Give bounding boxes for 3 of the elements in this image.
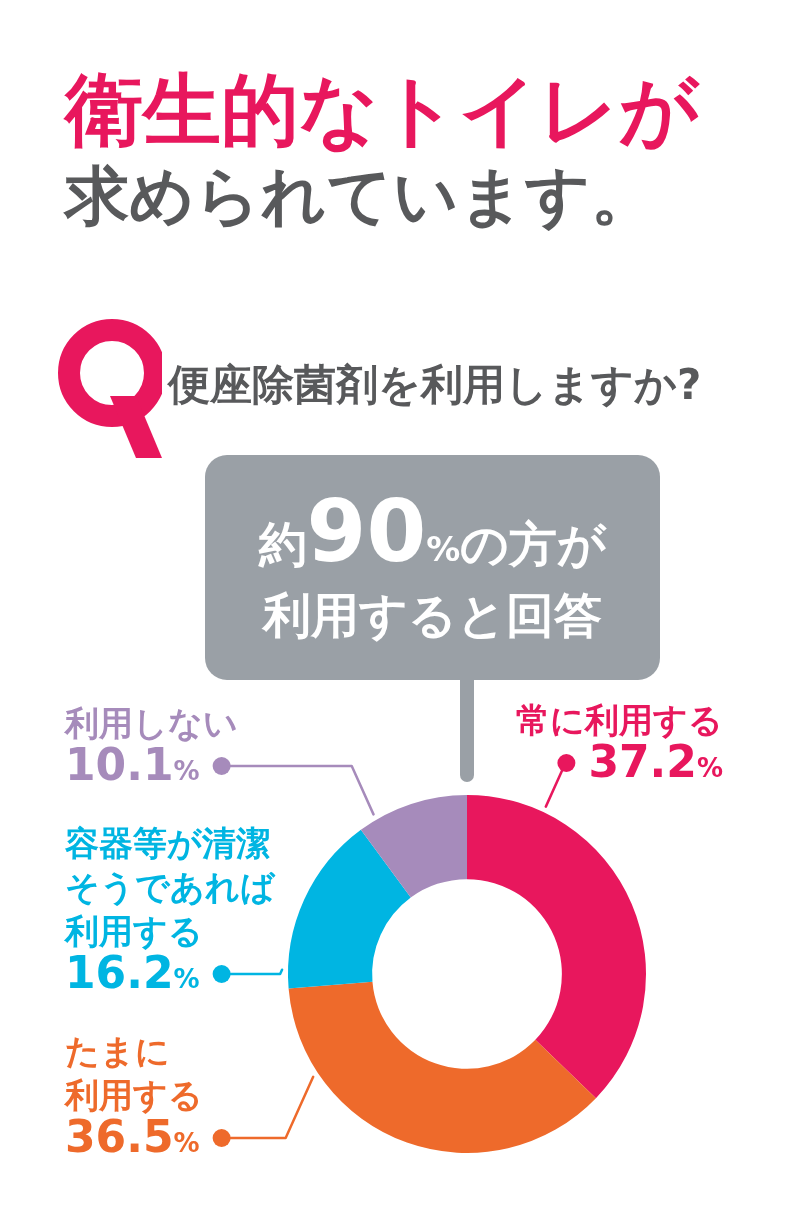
chart-title: 衛生的なトイレが求められています。 [65, 64, 701, 235]
text: 約90%の方が利用すると回答 [258, 480, 607, 643]
chart-subtitle: 便座除菌剤を利用しますか? [168, 360, 702, 410]
